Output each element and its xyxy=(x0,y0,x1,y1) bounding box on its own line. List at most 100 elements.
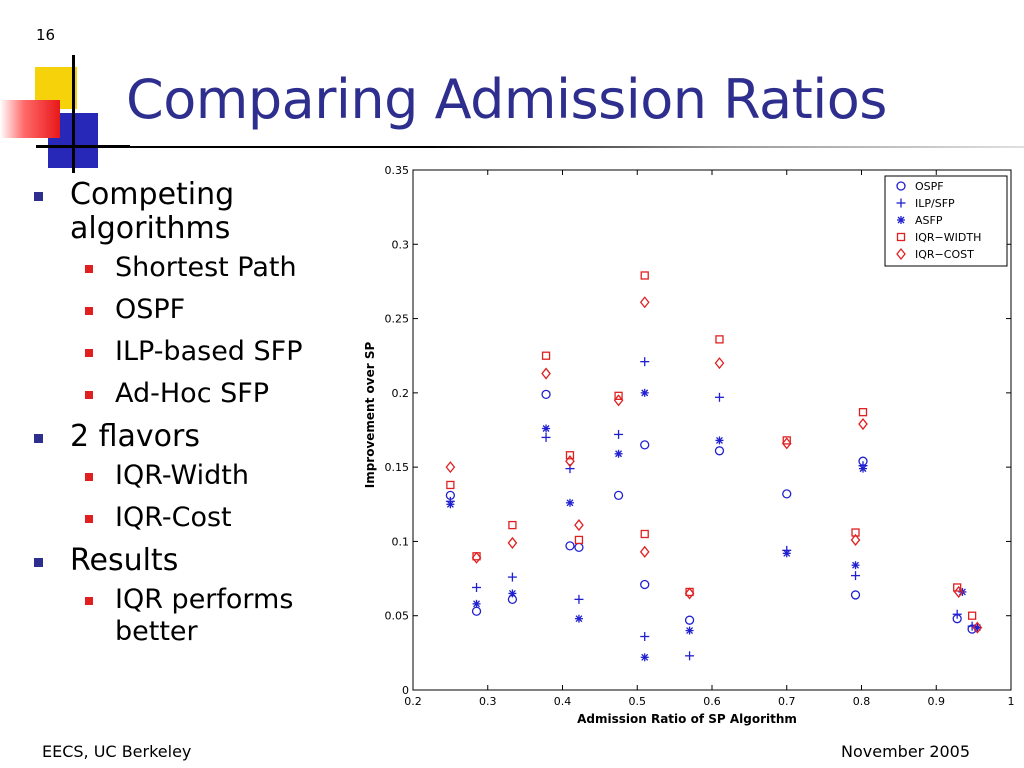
legend-label: IQR−COST xyxy=(915,248,974,261)
marker-shape xyxy=(972,621,983,634)
series-iqr-cost-point xyxy=(471,551,482,564)
marker-shape xyxy=(639,545,650,558)
bullet-item: 2 flavors xyxy=(30,420,360,454)
footer-date: November 2005 xyxy=(841,742,971,761)
sub-bullet-item: OSPF xyxy=(30,294,360,326)
marker-shape xyxy=(613,490,624,501)
marker-shape xyxy=(574,519,584,532)
sub-bullet-text: IQR performs better xyxy=(115,584,294,647)
series-iqr-cost-point xyxy=(445,461,456,474)
series-iqr-width-point xyxy=(541,351,551,360)
y-tick-label: 0.15 xyxy=(385,461,410,474)
series-asfp-point xyxy=(565,498,574,507)
marker-shape xyxy=(850,533,861,546)
marker-shape xyxy=(714,446,725,456)
marker-shape xyxy=(565,541,575,551)
series-asfp-point xyxy=(851,561,860,570)
legend-marker xyxy=(896,247,906,261)
slide-title: Comparing Admission Ratios xyxy=(126,68,887,131)
series-iqr-cost-point xyxy=(507,536,518,549)
sub-bullet-text: IQR-Width xyxy=(115,460,249,491)
marker-shape xyxy=(508,589,516,597)
series-asfp-point xyxy=(614,449,623,458)
series-iqr-cost-point xyxy=(613,394,624,407)
marker-shape xyxy=(859,465,867,473)
bullet-text: Results xyxy=(70,543,179,578)
marker-shape xyxy=(641,653,649,661)
marker-shape xyxy=(508,520,517,530)
marker-shape xyxy=(445,461,456,474)
series-asfp-point xyxy=(472,599,481,608)
x-axis-label: Admission Ratio of SP Algorithm xyxy=(577,712,797,726)
marker-shape xyxy=(575,615,583,623)
series-asfp-point xyxy=(640,388,649,397)
sub-bullet-marker xyxy=(85,597,93,605)
marker-shape xyxy=(640,271,649,280)
legend-box xyxy=(884,175,1008,267)
series-iqr-width-point xyxy=(640,271,649,280)
marker-shape xyxy=(640,579,650,590)
legend-marker xyxy=(896,232,906,242)
series-ilp-sfp-point xyxy=(851,571,861,581)
marker-shape xyxy=(541,351,551,360)
series-ilp-sfp-point xyxy=(640,632,650,642)
marker-shape xyxy=(716,436,723,444)
series-iqr-cost-point xyxy=(541,367,551,380)
marker-shape xyxy=(953,583,962,592)
marker-shape xyxy=(574,535,584,545)
series-iqr-width-point xyxy=(614,391,623,400)
marker-shape xyxy=(781,437,792,450)
sub-bullet-item: ILP-based SFP xyxy=(30,336,360,368)
series-ilp-sfp-point xyxy=(952,609,962,619)
marker-shape xyxy=(684,615,695,625)
series-ilp-sfp-point xyxy=(640,357,650,367)
sub-bullet-marker xyxy=(85,349,93,357)
series-iqr-cost-point xyxy=(684,587,695,600)
sub-bullet-item: Ad-Hoc SFP xyxy=(30,378,360,410)
marker-shape xyxy=(852,561,859,569)
series-iqr-cost-point xyxy=(565,455,575,468)
x-tick-label: 0.9 xyxy=(928,695,946,708)
marker-shape xyxy=(507,536,518,549)
series-ospf-point xyxy=(640,440,650,450)
bullet-text: Competing algorithms xyxy=(70,177,235,246)
sub-bullet-marker xyxy=(85,391,93,399)
x-tick-label: 0.3 xyxy=(479,695,497,708)
series-asfp-point xyxy=(973,623,982,632)
series-ospf-point xyxy=(782,489,792,499)
marker-shape xyxy=(565,451,575,460)
marker-shape xyxy=(613,394,624,407)
series-ospf-point xyxy=(565,541,575,551)
marker-shape xyxy=(640,440,650,450)
slide-number: 16 xyxy=(36,26,56,44)
legend-label: IQR−WIDTH xyxy=(915,231,981,244)
marker-shape xyxy=(858,408,868,417)
series-ilp-sfp-point xyxy=(685,651,695,661)
legend-marker xyxy=(897,216,905,224)
marker-shape xyxy=(684,587,695,600)
decorative-corner-logo xyxy=(0,55,130,175)
y-tick-label: 0.2 xyxy=(392,387,410,400)
sub-bullet-text: IQR-Cost xyxy=(115,502,232,533)
marker-shape xyxy=(897,216,905,224)
series-iqr-width-point xyxy=(782,436,791,445)
series-ilp-sfp-point xyxy=(574,594,584,604)
y-axis-label: Improvement over SP xyxy=(363,342,377,489)
series-iqr-cost-point xyxy=(850,533,861,546)
marker-shape xyxy=(566,499,574,507)
y-tick-label: 0.1 xyxy=(392,535,410,548)
series-iqr-width-point xyxy=(851,528,860,537)
marker-shape xyxy=(953,585,964,598)
marker-shape xyxy=(858,418,868,431)
series-iqr-width-point xyxy=(640,529,649,539)
legend-label: OSPF xyxy=(915,180,944,193)
series-ospf-point xyxy=(613,490,624,501)
series-iqr-cost-point xyxy=(972,621,983,634)
bullet-marker xyxy=(34,192,43,201)
marker-shape xyxy=(686,627,694,635)
marker-shape xyxy=(542,425,550,432)
sub-bullet-item: IQR-Cost xyxy=(30,502,360,534)
footer-affiliation: EECS, UC Berkeley xyxy=(42,742,192,761)
marker-shape xyxy=(541,389,551,399)
sub-bullet-text: Shortest Path xyxy=(115,252,297,283)
